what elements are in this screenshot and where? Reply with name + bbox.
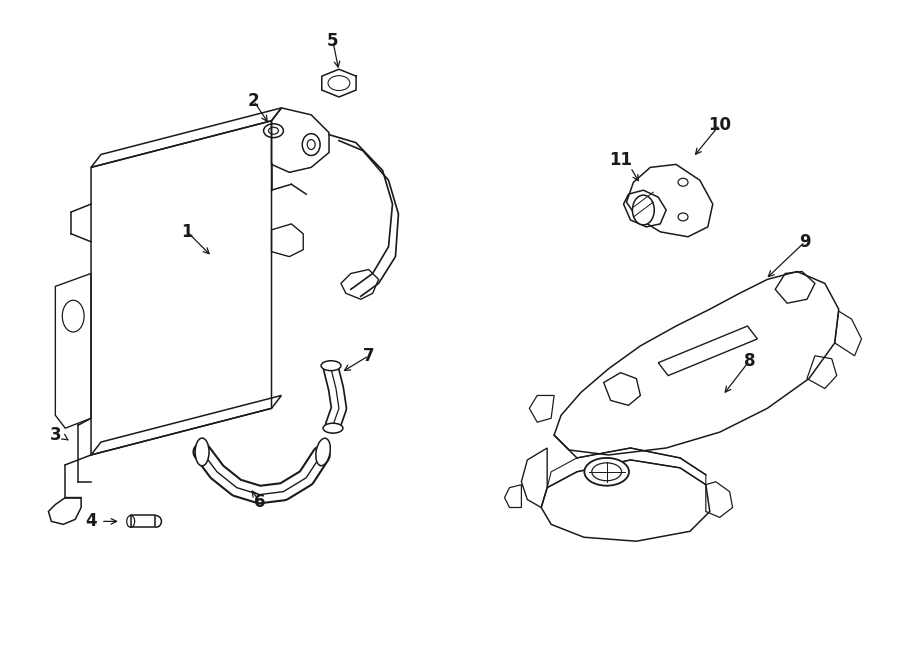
Text: 11: 11 [609, 151, 632, 169]
Text: 5: 5 [328, 32, 338, 50]
Text: 3: 3 [50, 426, 61, 444]
Text: 7: 7 [363, 347, 374, 365]
Ellipse shape [316, 438, 330, 466]
Ellipse shape [584, 458, 629, 486]
Ellipse shape [321, 361, 341, 371]
Text: 10: 10 [708, 116, 731, 134]
Ellipse shape [195, 438, 209, 466]
Ellipse shape [633, 195, 654, 225]
Text: 8: 8 [743, 352, 755, 369]
Ellipse shape [323, 423, 343, 433]
Text: 2: 2 [248, 92, 259, 110]
Text: 9: 9 [799, 233, 811, 251]
Text: 1: 1 [182, 223, 193, 241]
Text: 6: 6 [254, 492, 266, 510]
Text: 4: 4 [86, 512, 97, 530]
